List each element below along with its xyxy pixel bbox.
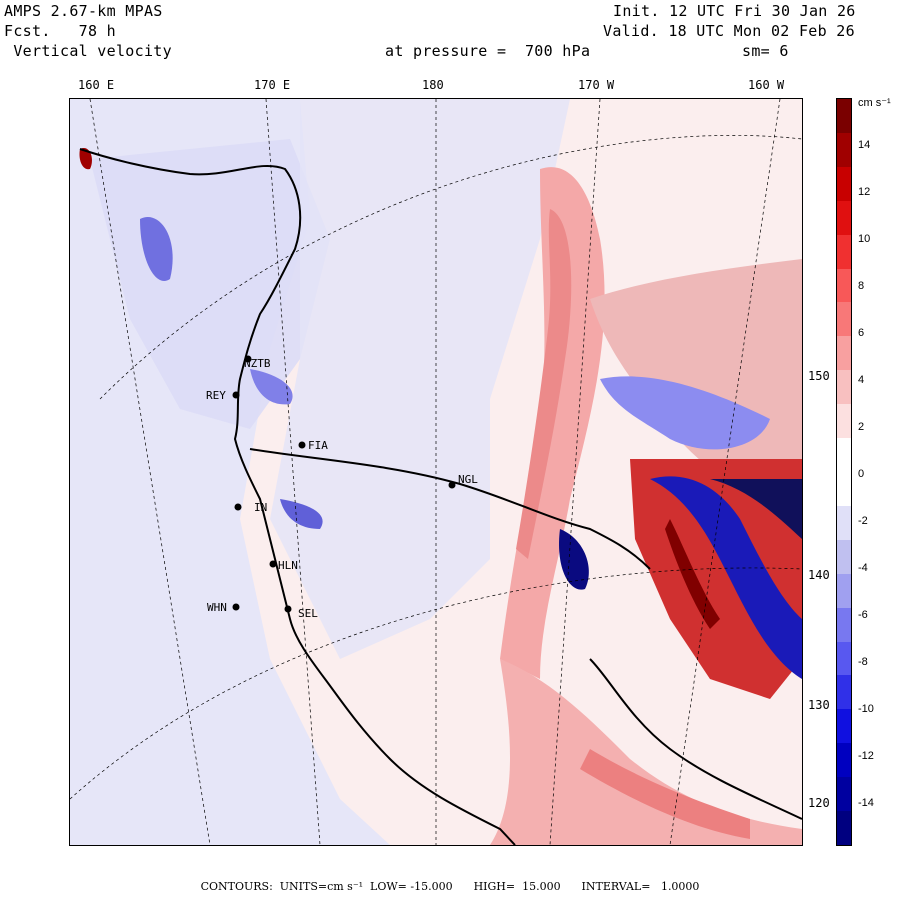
colorbar-swatch bbox=[837, 336, 851, 371]
rising-area bbox=[580, 749, 750, 839]
strong-rising bbox=[665, 519, 720, 629]
station-marker bbox=[284, 605, 292, 613]
colorbar-tick-label: 14 bbox=[858, 139, 871, 151]
lon-label: 180 bbox=[422, 78, 444, 92]
colorbar-tick-label: 12 bbox=[858, 186, 871, 198]
colorbar-swatch bbox=[837, 268, 851, 303]
colorbar-swatch bbox=[837, 404, 851, 439]
valid-time: Valid. 18 UTC Mon 02 Feb 26 bbox=[603, 22, 855, 40]
region-weak-sinking bbox=[90, 139, 330, 429]
model-title: AMPS 2.67-km MPAS bbox=[4, 2, 163, 20]
colorbar-swatch bbox=[837, 438, 851, 473]
station-label: FIA bbox=[308, 439, 328, 452]
lon-label: 170 W bbox=[578, 78, 615, 92]
sinking-cell bbox=[280, 499, 323, 529]
field-name: Vertical velocity bbox=[4, 42, 172, 60]
colorbar-swatch bbox=[837, 472, 851, 507]
meridian-line bbox=[265, 99, 321, 845]
colorbar-swatch bbox=[837, 675, 851, 710]
station-label: HLN bbox=[278, 559, 298, 572]
colorbar-swatch bbox=[837, 709, 851, 744]
smoothing: sm= 6 bbox=[742, 42, 789, 60]
colorbar-tick-label: 8 bbox=[858, 280, 865, 292]
colorbar-swatch bbox=[837, 234, 851, 270]
region-weak-sinking bbox=[270, 99, 570, 659]
station-marker bbox=[232, 391, 240, 399]
colorbar-swatch bbox=[837, 200, 851, 236]
strong-sinking bbox=[710, 479, 802, 539]
lon-label: 160 E bbox=[78, 78, 115, 92]
colorbar-tick-label: 2 bbox=[858, 421, 865, 433]
station-label: REY bbox=[206, 389, 226, 402]
forecast-hour: Fcst. 78 h bbox=[4, 22, 116, 40]
rising-area bbox=[490, 659, 802, 845]
colorbar-tick-label: -6 bbox=[858, 609, 868, 621]
colorbar-swatch bbox=[837, 641, 851, 676]
coastline bbox=[589, 658, 802, 820]
colorbar-tick-label: -10 bbox=[858, 703, 874, 715]
sinking-cell bbox=[140, 217, 173, 281]
colorbar-swatch bbox=[837, 302, 851, 337]
station-marker bbox=[232, 603, 240, 611]
colorbar-tick-label: 0 bbox=[858, 468, 865, 480]
station-marker bbox=[244, 355, 252, 363]
colorbar-tick-label: 4 bbox=[858, 374, 865, 386]
colorbar-swatch bbox=[837, 99, 851, 134]
colorbar-swatch bbox=[837, 166, 851, 202]
colorbar-tick-label: -14 bbox=[858, 797, 874, 809]
station-marker bbox=[269, 560, 277, 568]
ice-shelf-edge bbox=[249, 448, 651, 570]
station-label: NGL bbox=[458, 473, 478, 486]
meridian-line bbox=[549, 99, 601, 845]
colorbar-tick-label: 6 bbox=[858, 327, 865, 339]
lon-label: 170 E bbox=[254, 78, 291, 92]
parallel-line bbox=[99, 135, 802, 400]
parallel-line bbox=[70, 567, 802, 800]
colorbar-tick-label: -8 bbox=[858, 656, 868, 668]
station-marker bbox=[234, 503, 242, 511]
colorbar-swatch bbox=[837, 132, 851, 168]
init-time: Init. 12 UTC Fri 30 Jan 26 bbox=[613, 2, 856, 20]
station-label: IN bbox=[254, 501, 267, 514]
pressure-level: at pressure = 700 hPa bbox=[385, 42, 591, 60]
lon-label: 160 W bbox=[748, 78, 785, 92]
colorbar-swatch bbox=[837, 777, 851, 812]
contour-info: CONTOURS: UNITS=cm s⁻¹ LOW= -15.000 HIGH… bbox=[200, 880, 700, 893]
colorbar-tick-label: -12 bbox=[858, 750, 874, 762]
colorbar bbox=[836, 98, 852, 846]
colorbar-units: cm s⁻¹ bbox=[858, 97, 891, 109]
colorbar-swatch bbox=[837, 607, 851, 643]
station-label: NZTB bbox=[244, 357, 271, 370]
station-label: WHN bbox=[207, 601, 227, 614]
strong-sinking bbox=[559, 529, 589, 590]
coastline bbox=[79, 148, 516, 845]
colorbar-swatch bbox=[837, 370, 851, 405]
strong-sinking bbox=[650, 476, 802, 679]
sinking-area bbox=[600, 376, 770, 450]
strong-rising bbox=[630, 459, 802, 699]
station-label: SEL bbox=[298, 607, 318, 620]
colorbar-swatch bbox=[837, 539, 851, 575]
colorbar-tick-label: -4 bbox=[858, 562, 868, 574]
rising-cell bbox=[79, 148, 92, 170]
rising-band-core bbox=[516, 209, 572, 559]
colorbar-tick-label: -2 bbox=[858, 515, 868, 527]
colorbar-swatch bbox=[837, 811, 851, 846]
station-marker bbox=[298, 441, 306, 449]
colorbar-swatch bbox=[837, 743, 851, 778]
colorbar-tick-label: 10 bbox=[858, 233, 871, 245]
map-panel: REY NZTB FIA NGL WHN SEL HLN IN bbox=[69, 98, 803, 846]
colorbar-swatch bbox=[837, 505, 851, 541]
sinking-cell bbox=[250, 369, 293, 405]
colorbar-swatch bbox=[837, 573, 851, 609]
vertical-velocity-map: REY NZTB FIA NGL WHN SEL HLN IN bbox=[70, 99, 802, 845]
station-marker bbox=[448, 481, 456, 489]
